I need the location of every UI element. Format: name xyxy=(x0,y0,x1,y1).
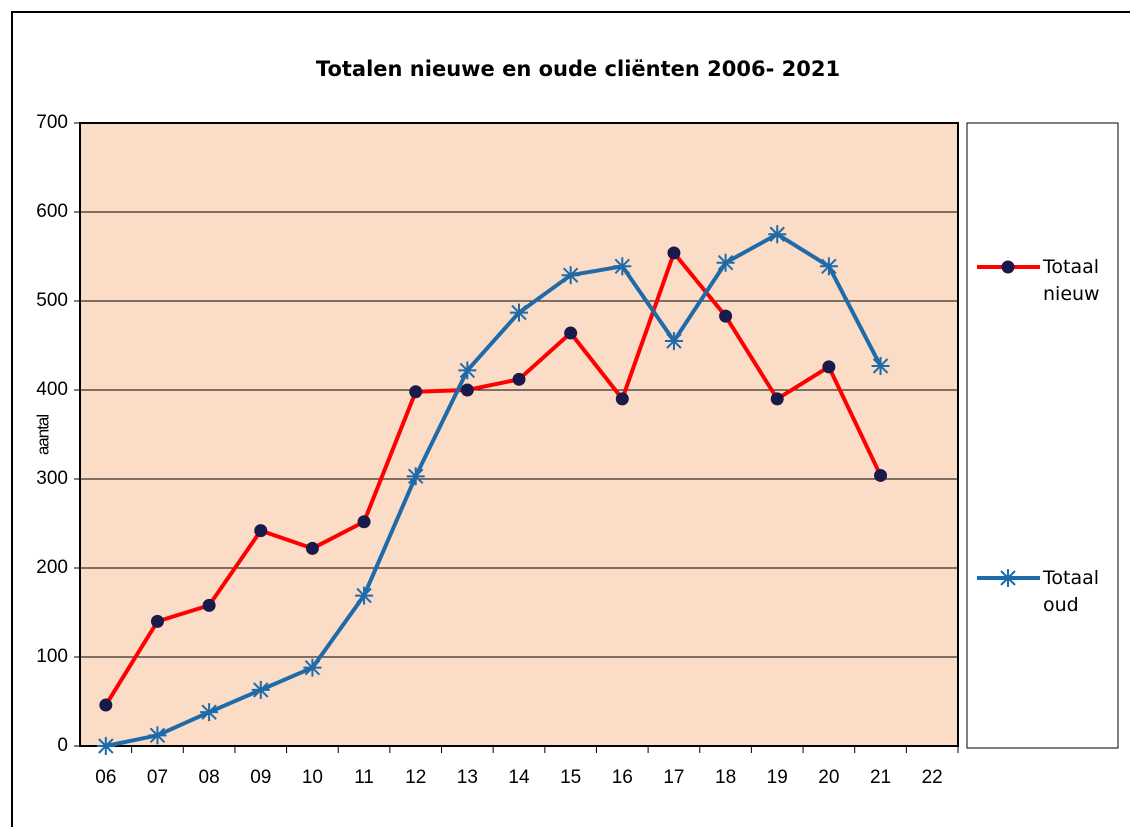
data-point xyxy=(719,309,733,323)
y-tick-label: 500 xyxy=(36,290,68,311)
data-point xyxy=(406,467,425,486)
data-point xyxy=(510,303,528,322)
x-tick-label: 17 xyxy=(663,767,684,788)
data-point xyxy=(150,614,164,628)
data-point xyxy=(357,515,371,529)
data-point xyxy=(148,726,167,745)
legend-marker xyxy=(1001,260,1015,274)
x-tick-label: 08 xyxy=(199,767,220,788)
data-point xyxy=(822,360,836,374)
data-point xyxy=(819,257,838,276)
data-point xyxy=(305,541,319,555)
data-point xyxy=(202,598,216,612)
x-tick-label: 11 xyxy=(354,767,374,788)
y-tick-label: 300 xyxy=(36,468,68,489)
legend-marker xyxy=(999,569,1017,587)
data-point xyxy=(460,383,474,397)
x-tick-label: 18 xyxy=(715,767,736,788)
data-point xyxy=(613,257,632,276)
data-point xyxy=(874,468,888,482)
legend-label: Totaal oud xyxy=(1043,567,1100,616)
x-tick-label: 15 xyxy=(560,767,581,788)
legend-label: Totaal nieuw xyxy=(1043,256,1100,305)
chart-title: Totalen nieuwe en oude cliënten 2006- 20… xyxy=(316,57,840,81)
x-tick-label: 12 xyxy=(405,767,426,788)
x-tick-label: 06 xyxy=(95,767,116,788)
x-tick-label: 13 xyxy=(457,767,478,788)
x-tick-label: 20 xyxy=(818,767,839,788)
data-point xyxy=(251,680,270,699)
y-tick-label: 200 xyxy=(36,557,68,578)
data-point xyxy=(200,703,219,722)
data-point xyxy=(355,586,374,605)
series-line xyxy=(105,232,883,748)
series-line xyxy=(104,250,883,707)
data-point xyxy=(561,266,580,285)
data-point xyxy=(615,392,629,406)
x-tick-label: 19 xyxy=(767,767,788,788)
plot-area xyxy=(79,122,959,747)
y-tick-label: 700 xyxy=(36,112,68,133)
x-tick-label: 10 xyxy=(302,767,323,788)
chart-frame xyxy=(11,11,1130,827)
data-point xyxy=(512,372,526,386)
data-point xyxy=(768,225,787,244)
data-point xyxy=(458,361,477,380)
data-point xyxy=(96,737,115,755)
x-tick-label: 09 xyxy=(250,767,271,788)
data-point xyxy=(303,658,322,677)
legend-box xyxy=(966,122,1119,749)
x-tick-label: 21 xyxy=(870,767,891,788)
y-tick-label: 400 xyxy=(36,379,68,400)
data-point xyxy=(664,332,683,351)
x-tick-label: 22 xyxy=(922,767,943,788)
x-tick-label: 07 xyxy=(147,767,168,788)
x-tick-label: 16 xyxy=(612,767,633,788)
y-tick-label: 100 xyxy=(36,646,68,667)
data-point xyxy=(667,246,681,260)
data-point xyxy=(564,326,578,340)
y-tick-label: 600 xyxy=(36,201,68,222)
y-axis-label: aantal xyxy=(33,415,52,456)
data-point xyxy=(871,356,890,375)
data-point xyxy=(99,698,113,712)
data-point xyxy=(254,524,268,538)
x-tick-label: 14 xyxy=(508,767,530,788)
y-tick-label: 0 xyxy=(57,735,68,756)
data-point xyxy=(409,385,423,399)
data-point xyxy=(716,253,735,272)
data-point xyxy=(770,392,784,406)
